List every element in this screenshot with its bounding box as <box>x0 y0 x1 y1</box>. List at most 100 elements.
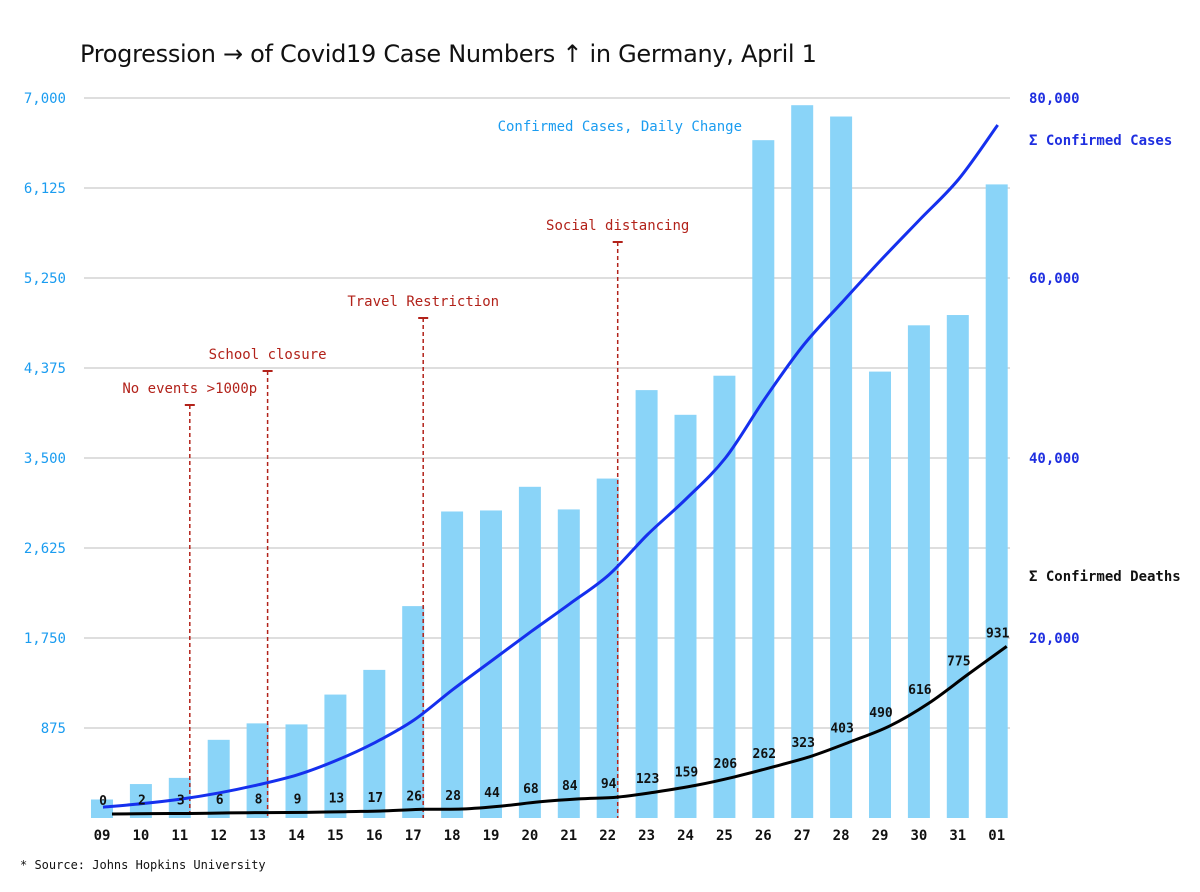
left-tick-label: 3,500 <box>24 451 66 467</box>
death-data-label: 159 <box>675 765 698 780</box>
x-tick-label: 10 <box>132 828 149 844</box>
death-data-label: 0 <box>99 794 107 809</box>
death-data-label: 84 <box>562 779 578 794</box>
death-data-label: 3 <box>177 793 185 808</box>
bar <box>285 724 308 818</box>
right-tick-label: 40,000 <box>1029 451 1080 467</box>
x-tick-label: 28 <box>833 828 850 844</box>
death-data-label: 17 <box>367 791 383 806</box>
bar <box>946 315 969 818</box>
x-tick-label: 01 <box>988 828 1005 844</box>
bar <box>791 105 814 818</box>
confirmed-cases-label: Σ Confirmed Cases <box>1029 133 1172 149</box>
left-tick-label: 875 <box>41 721 66 737</box>
death-labels: 0 2 3 6 8 9 13 17 26 28 44 68 84 94 123 159206262323403… <box>99 626 1010 809</box>
x-tick-label: 22 <box>599 828 616 844</box>
x-tick-label: 30 <box>910 828 927 844</box>
x-tick-label: 27 <box>794 828 811 844</box>
confirmed-deaths-line <box>111 645 1008 816</box>
left-tick-label: 6,125 <box>24 181 66 197</box>
death-data-label: 94 <box>601 777 617 792</box>
bar <box>557 509 580 818</box>
death-data-label: 490 <box>869 706 893 721</box>
x-tick-label: 13 <box>249 828 266 844</box>
bar <box>402 606 425 818</box>
x-tick-label: 16 <box>366 828 383 844</box>
bar <box>518 486 541 818</box>
x-tick-label: 11 <box>171 828 188 844</box>
x-tick-label: 15 <box>327 828 344 844</box>
bar <box>441 511 464 818</box>
series-labels: Confirmed Cases, Daily Change Σ Confirmed… <box>498 119 1181 585</box>
x-axis-ticks: 09 10 11 12 13 14 15 16 17 18 19 20 21 22 23 24 25 26 27 28… <box>94 828 1006 844</box>
right-tick-label: 80,000 <box>1029 91 1080 107</box>
right-axis-ticks: 20,000 40,000 60,000 80,000 <box>1029 91 1080 647</box>
annotation-label: Social distancing <box>546 218 689 234</box>
right-tick-label: 20,000 <box>1029 631 1080 647</box>
bar <box>830 116 853 818</box>
x-tick-label: 14 <box>288 828 305 844</box>
annotation-label: School closure <box>209 347 327 363</box>
death-data-label: 13 <box>329 792 345 807</box>
x-tick-label: 19 <box>483 828 500 844</box>
death-data-label: 206 <box>714 757 738 772</box>
death-data-label: 26 <box>406 789 422 804</box>
daily-change-label: Confirmed Cases, Daily Change <box>498 119 742 135</box>
death-data-label: 6 <box>216 793 224 808</box>
x-tick-label: 18 <box>444 828 461 844</box>
bar <box>674 414 697 818</box>
x-tick-label: 25 <box>716 828 733 844</box>
confirmed-deaths-label: Σ Confirmed Deaths <box>1029 569 1181 585</box>
x-tick-label: 21 <box>560 828 577 844</box>
death-data-label: 44 <box>484 786 500 801</box>
right-tick-label: 60,000 <box>1029 271 1080 287</box>
x-tick-label: 31 <box>949 828 966 844</box>
bar <box>596 478 619 818</box>
x-tick-label: 09 <box>94 828 111 844</box>
death-data-label: 931 <box>986 626 1010 641</box>
x-tick-label: 24 <box>677 828 694 844</box>
bar <box>480 510 502 818</box>
bar <box>869 371 891 818</box>
death-data-label: 28 <box>445 789 461 804</box>
death-data-label: 323 <box>791 736 814 751</box>
x-tick-label: 29 <box>872 828 889 844</box>
x-tick-label: 17 <box>405 828 422 844</box>
x-tick-label: 20 <box>521 828 538 844</box>
x-tick-label: 23 <box>638 828 655 844</box>
left-tick-label: 4,375 <box>24 361 66 377</box>
death-data-label: 616 <box>908 683 932 698</box>
bar <box>129 784 152 818</box>
x-tick-label: 26 <box>755 828 772 844</box>
death-data-label: 403 <box>830 721 853 736</box>
death-data-label: 68 <box>523 782 539 797</box>
left-axis-ticks: 875 1,750 2,625 3,500 4,375 5,250 6,125 7,000 <box>24 91 66 737</box>
gridlines <box>84 97 1010 729</box>
death-data-label: 9 <box>294 792 302 807</box>
bar <box>246 723 269 818</box>
left-tick-label: 5,250 <box>24 271 66 287</box>
confirmed-cases-line <box>102 124 999 809</box>
death-data-label: 2 <box>138 794 146 809</box>
bar <box>752 140 775 818</box>
annotations: No events >1000p School closure Travel Res… <box>122 218 689 818</box>
annotation-label: No events >1000p <box>122 381 257 397</box>
left-tick-label: 1,750 <box>24 631 66 647</box>
bar <box>207 739 230 818</box>
annotation-label: Travel Restriction <box>347 294 499 310</box>
death-data-label: 8 <box>255 793 263 808</box>
x-tick-label: 12 <box>210 828 227 844</box>
source-note: * Source: Johns Hopkins University <box>20 858 266 872</box>
bar <box>985 184 1008 818</box>
chart-title: Progression → of Covid19 Case Numbers ↑ … <box>80 40 817 68</box>
bar <box>635 390 658 818</box>
series-lines <box>102 124 1008 816</box>
bar <box>91 799 113 818</box>
death-data-label: 123 <box>636 772 659 787</box>
death-data-label: 775 <box>947 655 970 670</box>
bar <box>713 375 736 818</box>
death-data-label: 262 <box>753 747 776 762</box>
left-tick-label: 7,000 <box>24 91 66 107</box>
bar <box>324 694 347 818</box>
